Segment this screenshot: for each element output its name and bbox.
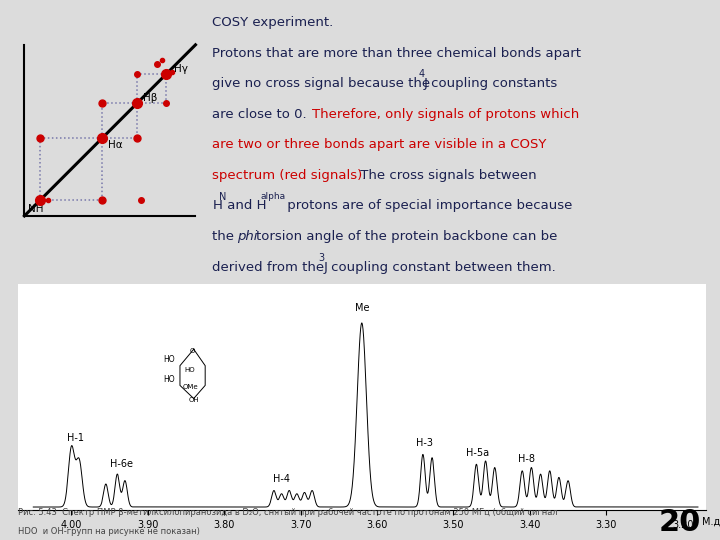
Text: H-6e: H-6e [109,459,132,469]
Text: give no cross signal because the: give no cross signal because the [212,77,435,90]
Text: alpha: alpha [261,192,286,201]
Text: torsion angle of the protein backbone can be: torsion angle of the protein backbone ca… [256,230,557,243]
Text: and H: and H [223,199,266,213]
Text: HO: HO [184,367,195,373]
Text: Protons that are more than three chemical bonds apart: Protons that are more than three chemica… [212,46,582,59]
Text: Hα: Hα [108,140,122,150]
Text: protons are of special importance because: protons are of special importance becaus… [283,199,572,213]
Text: OH: OH [189,397,199,403]
Text: 20: 20 [659,508,701,537]
Text: H-3: H-3 [416,438,433,448]
Text: Hβ: Hβ [143,93,158,103]
Text: Me: Me [354,303,369,313]
Text: H-5a: H-5a [467,448,490,458]
Text: J coupling constant between them.: J coupling constant between them. [323,261,556,274]
Text: Hγ: Hγ [174,64,188,74]
Text: the: the [212,230,238,243]
Text: OMe: OMe [182,384,198,390]
Text: 3: 3 [319,253,325,263]
Text: Therefore, only signals of protons which: Therefore, only signals of protons which [312,108,580,121]
Text: H: H [212,199,222,213]
Text: H-4: H-4 [273,474,290,484]
Text: are two or three bonds apart are visible in a COSY: are two or three bonds apart are visible… [212,138,546,151]
Text: HO: HO [163,375,175,384]
Text: N: N [219,192,226,202]
Text: H-1: H-1 [67,433,84,443]
Text: J coupling constants: J coupling constants [423,77,557,90]
Text: O: O [189,348,195,354]
Text: spectrum (red signals).: spectrum (red signals). [212,169,366,182]
Text: Рис. 5.43  Спектр ПМР β-метилксилопиранозида в D₂O, снятый при рабочей частоте п: Рис. 5.43 Спектр ПМР β-метилксилопираноз… [18,508,558,517]
Text: HO: HO [163,355,175,364]
Text: derived from the: derived from the [212,261,329,274]
Text: NH: NH [28,204,44,214]
Text: phi: phi [238,230,258,243]
Text: COSY experiment.: COSY experiment. [212,16,333,29]
Text: 4: 4 [419,69,425,79]
Text: The cross signals between: The cross signals between [356,169,537,182]
Text: M.д.: M.д. [702,517,720,527]
Text: are close to 0.: are close to 0. [212,108,311,121]
Text: HDO  и OH-групп на рисунке не показан): HDO и OH-групп на рисунке не показан) [18,527,200,536]
Text: H-8: H-8 [518,454,534,464]
